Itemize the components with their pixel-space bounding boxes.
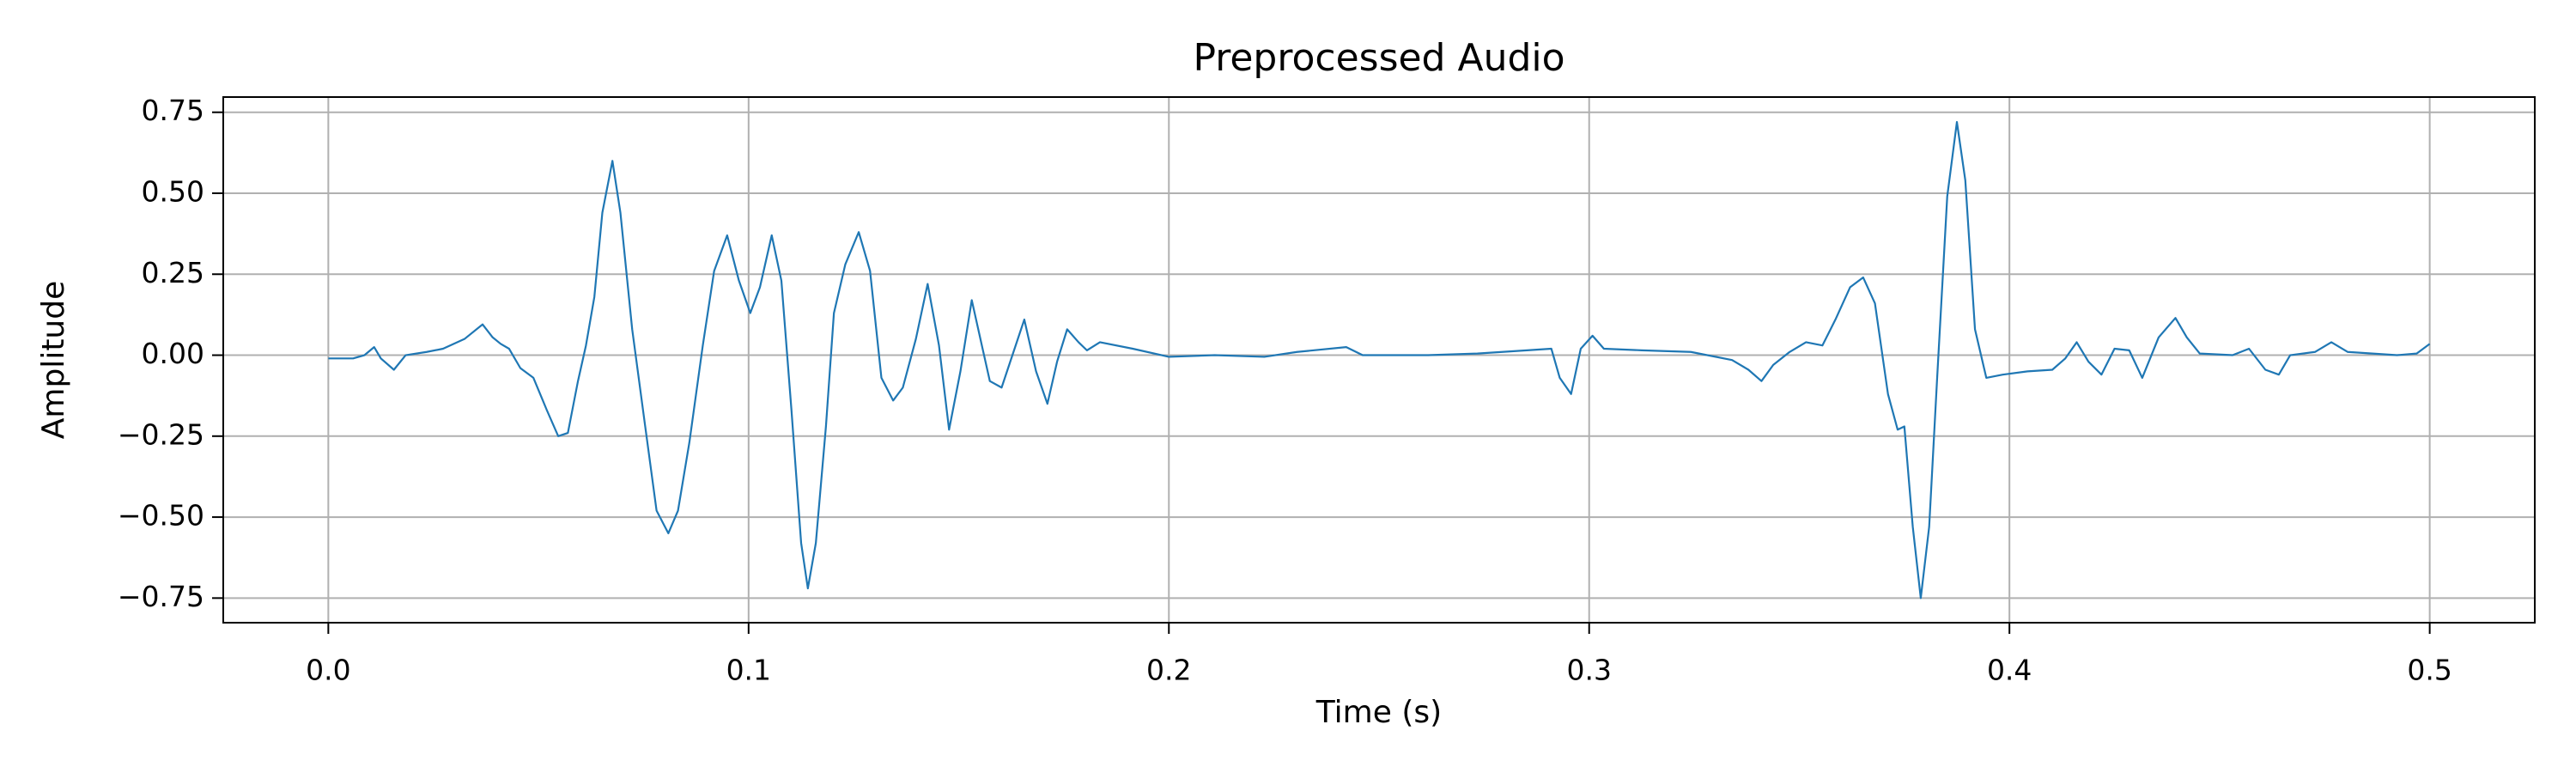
chart-title: Preprocessed Audio [1193, 36, 1564, 80]
grid [223, 97, 2535, 623]
waveform-line [328, 120, 2431, 600]
axes-frame [222, 96, 2536, 624]
y-axis-label: Amplitude [36, 281, 71, 439]
x-tick-label: 0.5 [2407, 654, 2451, 687]
x-tick-label: 0.0 [306, 654, 350, 687]
y-tick-label: 0.75 [142, 94, 204, 127]
y-tick-label: 0.25 [142, 256, 204, 289]
y-tick-label: 0.50 [142, 174, 204, 208]
x-tick-label: 0.1 [726, 654, 771, 687]
y-tick-label: −0.50 [118, 499, 204, 533]
y-tick-label: −0.75 [118, 580, 204, 613]
x-axis-label: Time (s) [1315, 695, 1442, 730]
x-tick-label: 0.4 [1987, 654, 2032, 687]
y-tick-label: 0.00 [142, 337, 204, 370]
plot-area [328, 120, 2431, 600]
x-tick-label: 0.3 [1566, 654, 1611, 687]
x-tick-label: 0.2 [1146, 654, 1191, 687]
ticks: 0.0 0.1 0.2 0.3 0.4 0.5 −0.75 −0.50 −0.25 0.00 0.2… [118, 94, 2452, 686]
y-tick-label: −0.25 [118, 417, 204, 451]
